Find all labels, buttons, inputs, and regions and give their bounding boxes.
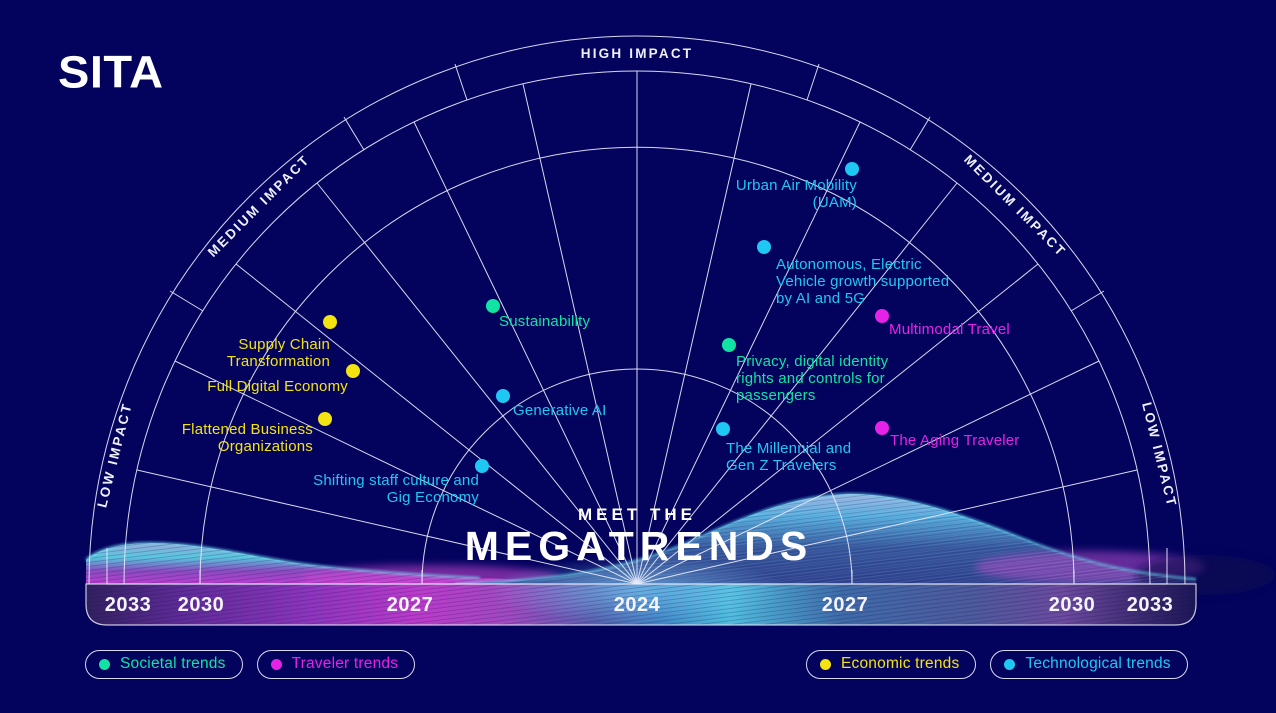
baseline-ticks [106, 548, 1168, 585]
legend-dot-economic [820, 658, 831, 670]
trend-dot-aging-traveler [875, 421, 889, 435]
trend-label-millennial-genz-travelers: The Millennial and Gen Z Travelers [726, 440, 852, 474]
trend-dot-privacy-digital-identity [722, 338, 736, 352]
wave-left-texture [86, 543, 640, 584]
arc-outer-ring [88, 35, 1186, 585]
trend-label-autonomous-electric-vehicle: Autonomous, Electric Vehicle growth supp… [776, 256, 950, 307]
trend-label-multimodal-travel: Multimodal Travel [889, 321, 1010, 338]
wave-ribbon [85, 492, 1275, 626]
trend-dot-autonomous-electric-vehicle [757, 240, 771, 254]
trend-dot-supply-chain-transformation [323, 315, 337, 329]
legend-left: Societal trends Traveler trends [85, 650, 416, 679]
band-border [85, 583, 1197, 626]
trend-dot-flattened-business-organizations [318, 412, 332, 426]
trend-dot-sustainability [486, 299, 500, 313]
year-label-2024: 2024 [613, 594, 661, 616]
year-label-2027-right: 2027 [821, 594, 869, 616]
trend-label-aging-traveler: The Aging Traveler [890, 432, 1020, 449]
legend-item-technological: Technological trends [990, 650, 1188, 679]
legend-item-economic: Economic trends [806, 650, 977, 679]
sita-logo: SITA [58, 46, 164, 97]
band-texture [86, 584, 1196, 625]
page-title: MEGATRENDS [464, 523, 814, 569]
legend-dot-traveler [270, 658, 282, 670]
legend-dot-technological [1004, 658, 1016, 670]
trend-label-shifting-staff-culture: Shifting staff culture and Gig Economy [313, 472, 479, 506]
legend-dot-societal [99, 658, 110, 670]
trend-label-urban-air-mobility: Urban Air Mobility (UAM) [735, 177, 857, 211]
legend-label-economic: Economic trends [841, 655, 960, 672]
trend-dot-shifting-staff-culture [475, 459, 489, 473]
trend-label-privacy-digital-identity: Privacy, digital identity rights and con… [736, 353, 889, 404]
title-kicker: MEET THE [578, 505, 696, 524]
trend-dots [318, 162, 889, 473]
legend-item-societal: Societal trends [85, 650, 243, 679]
trend-dot-urban-air-mobility [845, 162, 859, 176]
year-label-2030-right: 2030 [1048, 594, 1096, 616]
year-label-2027-left: 2027 [386, 594, 434, 616]
legend-label-technological: Technological trends [1025, 655, 1171, 672]
trend-label-sustainability: Sustainability [499, 313, 591, 330]
trend-label-flattened-business-organizations: Flattened Business Organizations [181, 421, 313, 455]
year-label-2033-right: 2033 [1126, 594, 1174, 616]
trend-label-supply-chain-transformation: Supply Chain Transformation [226, 336, 330, 370]
trend-dot-millennial-genz-travelers [716, 422, 730, 436]
legend-item-traveler: Traveler trends [256, 650, 416, 679]
impact-label-medium-right: MEDIUM IMPACT [961, 152, 1069, 260]
impact-label-high: HIGH IMPACT [581, 46, 693, 61]
trend-label-full-digital-economy: Full Digital Economy [207, 378, 348, 395]
legend-right: Economic trends Technological trends [806, 650, 1188, 679]
ring-ticks [169, 63, 1105, 312]
trend-dot-generative-ai [496, 389, 510, 403]
trend-dot-full-digital-economy [346, 364, 360, 378]
radial-lines [136, 71, 1138, 585]
year-label-2033-left: 2033 [104, 594, 152, 616]
trend-label-generative-ai: Generative AI [513, 402, 607, 419]
legend-label-societal: Societal trends [120, 655, 226, 672]
trend-dot-multimodal-travel [875, 309, 889, 323]
impact-label-medium-left: MEDIUM IMPACT [205, 152, 313, 260]
legend-label-traveler: Traveler trends [291, 655, 399, 672]
radar-grid [88, 35, 1186, 585]
year-label-2030-left: 2030 [177, 594, 225, 616]
